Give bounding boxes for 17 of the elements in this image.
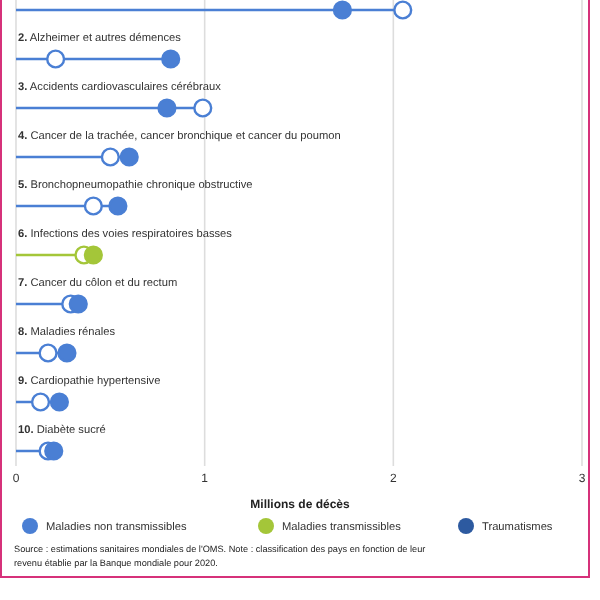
point	[49, 392, 69, 412]
point	[119, 147, 139, 167]
point	[332, 0, 352, 20]
point	[157, 98, 177, 118]
point	[100, 147, 120, 167]
point	[108, 196, 128, 216]
point	[44, 441, 64, 461]
point	[161, 49, 181, 69]
point	[57, 343, 77, 363]
point	[83, 196, 103, 216]
point	[83, 245, 103, 265]
point	[193, 98, 213, 118]
point	[68, 294, 88, 314]
point	[393, 0, 413, 20]
point	[46, 49, 66, 69]
point	[30, 392, 51, 412]
point	[38, 343, 58, 363]
